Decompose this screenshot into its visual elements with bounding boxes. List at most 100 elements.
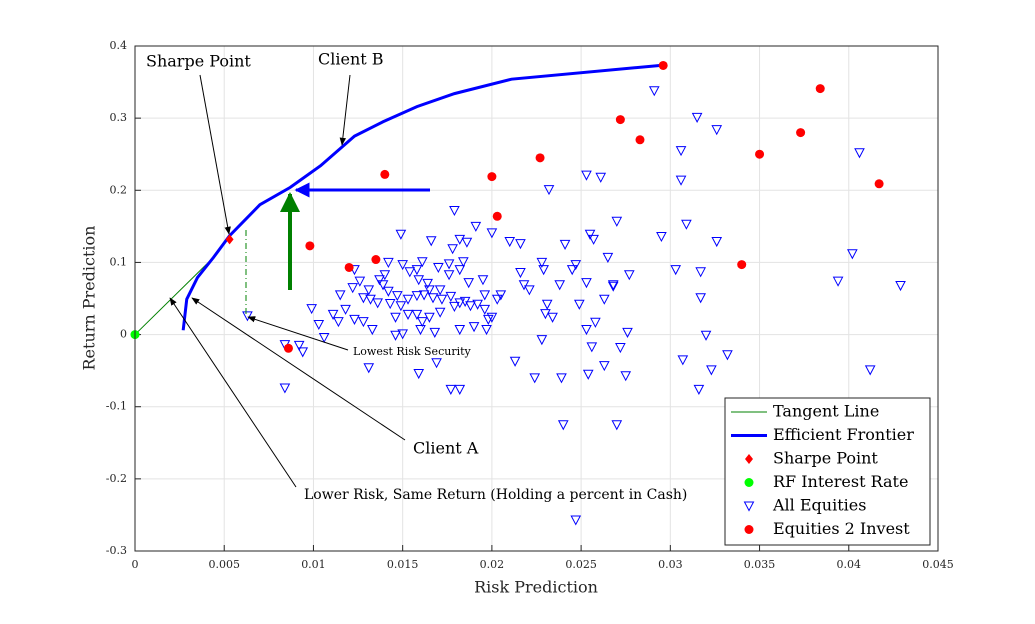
equity-marker (418, 290, 430, 301)
equity-marker (518, 280, 530, 291)
equity-marker (486, 228, 498, 239)
equity-marker (358, 317, 369, 328)
equity-marker (468, 322, 480, 333)
equity-marker (547, 312, 558, 323)
arrow (191, 297, 406, 441)
equity-marker (433, 262, 444, 274)
annotation: Client B (318, 50, 384, 69)
equity-marker (598, 294, 610, 305)
sharpe-marker (225, 234, 234, 245)
point-marker (344, 262, 354, 272)
equity-marker (586, 342, 598, 353)
point-marker (487, 172, 497, 182)
equity-marker (402, 309, 414, 320)
equity-marker (693, 384, 705, 395)
equity-marker (413, 275, 425, 286)
equity-marker (540, 309, 551, 320)
equity-marker (611, 216, 623, 227)
equity-marker (404, 267, 416, 278)
series-line (134, 257, 214, 335)
equity-marker (677, 355, 689, 366)
x-tick-label: 0.025 (565, 558, 597, 571)
equity-marker (602, 252, 614, 263)
x-tick-label: 0.015 (387, 558, 419, 571)
equity-marker (832, 276, 844, 287)
equity-marker (543, 185, 555, 196)
equity-marker (541, 299, 553, 310)
equity-marker (581, 325, 592, 336)
equity-marker (854, 148, 865, 159)
point-marker (635, 135, 645, 145)
y-tick-label: -0.2 (106, 472, 127, 485)
point-marker (283, 343, 293, 353)
equity-marker (402, 294, 414, 305)
equity-marker (691, 112, 703, 123)
equity-marker (584, 229, 596, 240)
equity-marker (383, 257, 394, 268)
equity-marker (372, 298, 384, 309)
legend-label: RF Interest Rate (773, 472, 908, 491)
point-marker (371, 255, 381, 265)
equity-marker (443, 270, 455, 281)
equity-marker (445, 291, 457, 302)
y-tick-label: 0.2 (110, 183, 128, 196)
annotations: Sharpe Point Client B Lowest Risk Securi… (146, 50, 687, 504)
equity-marker (722, 350, 733, 361)
equity-marker (607, 280, 619, 291)
y-tick-label: -0.1 (106, 400, 127, 413)
equity-marker (425, 236, 437, 247)
equity-marker (711, 237, 723, 248)
equity-marker (566, 265, 578, 276)
equity-marker (461, 237, 473, 248)
legend-label: All Equities (772, 496, 866, 515)
equity-marker (445, 384, 457, 395)
x-tick-label: 0.01 (301, 558, 326, 571)
legend-swatch (744, 525, 754, 534)
equity-marker (327, 309, 339, 320)
equity-marker (504, 237, 516, 248)
equity-marker (395, 229, 407, 240)
equity-marker (622, 327, 633, 338)
arrow (169, 297, 297, 488)
equity-marker (711, 125, 723, 136)
equity-marker (656, 231, 667, 243)
equity-marker (454, 384, 466, 395)
annotation: Lowest Risk Security (353, 345, 472, 358)
equity-marker (436, 294, 448, 305)
equity-marker (449, 301, 460, 313)
marks (130, 60, 906, 526)
equity-marker (429, 327, 441, 338)
equity-marker (411, 309, 423, 320)
equity-marker (340, 304, 351, 315)
equity-marker (391, 291, 403, 302)
equity-marker (434, 285, 446, 296)
equity-marker (413, 369, 425, 380)
equity-marker (581, 278, 592, 289)
equity-marker (536, 335, 548, 346)
point-marker (874, 179, 884, 189)
y-tick-label: 0 (120, 328, 127, 341)
x-tick-label: 0.035 (744, 558, 776, 571)
equity-marker (431, 358, 442, 369)
equity-marker (895, 281, 906, 292)
equity-marker (297, 347, 309, 358)
x-tick-label: 0.03 (658, 558, 683, 571)
equity-marker (482, 314, 494, 325)
equity-marker (557, 420, 569, 431)
equity-marker (538, 265, 549, 276)
x-tick-label: 0.005 (208, 558, 240, 571)
equity-marker (509, 356, 521, 367)
equity-marker (486, 312, 498, 323)
equity-marker (377, 280, 389, 291)
equity-marker (279, 383, 291, 394)
point-marker (815, 84, 825, 94)
annotation: Client A (413, 439, 479, 458)
equity-marker (524, 285, 535, 296)
equity-marker (347, 283, 359, 294)
point-marker (796, 128, 806, 138)
equity-marker (481, 325, 492, 336)
equity-marker (681, 219, 692, 230)
equity-marker (615, 343, 626, 354)
arrow (199, 74, 231, 235)
